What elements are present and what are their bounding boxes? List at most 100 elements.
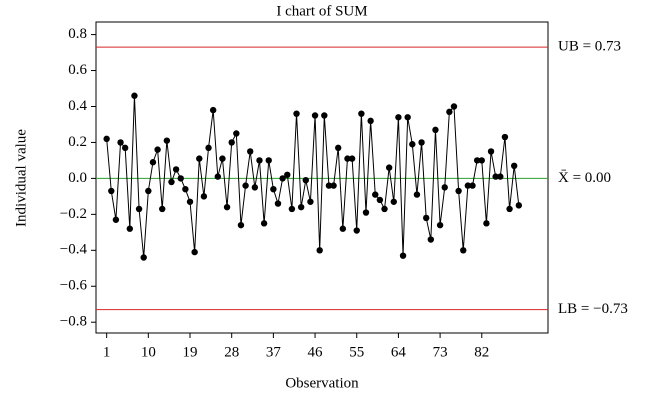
series-line — [106, 95, 520, 258]
data-point — [446, 108, 453, 116]
y-tick-label: 0.4 — [68, 98, 87, 114]
data-point — [182, 185, 189, 193]
data-point — [293, 110, 300, 117]
data-point — [126, 225, 134, 232]
data-point — [497, 173, 504, 180]
data-point — [339, 225, 347, 232]
data-point — [441, 184, 448, 191]
data-point — [247, 148, 254, 155]
data-point — [432, 126, 439, 134]
data-point — [344, 155, 351, 162]
data-point — [395, 114, 402, 121]
x-tick-label: 1 — [103, 344, 111, 360]
data-point — [159, 205, 166, 213]
x-tick-label: 46 — [308, 344, 324, 360]
data-point — [103, 135, 110, 143]
data-point — [172, 166, 180, 173]
data-point — [478, 157, 485, 164]
data-point — [209, 106, 217, 114]
data-point — [325, 182, 333, 189]
x-tick-label: 10 — [141, 344, 156, 360]
data-point — [307, 198, 314, 205]
data-point — [191, 248, 198, 256]
x-tick-label: 19 — [183, 344, 198, 360]
y-tick-label: −0.8 — [60, 314, 87, 330]
data-point — [510, 162, 518, 170]
data-point — [316, 247, 323, 254]
data-point — [376, 196, 384, 204]
data-point — [242, 182, 249, 189]
data-point — [385, 164, 393, 171]
data-point — [362, 209, 370, 216]
y-tick-label: −0.4 — [60, 242, 88, 258]
data-point — [372, 191, 379, 198]
y-tick-label: 0.6 — [68, 62, 87, 78]
data-point — [135, 205, 143, 213]
y-axis-label: Individual value — [13, 129, 29, 227]
data-point — [492, 173, 499, 180]
data-point — [186, 198, 194, 205]
data-point — [311, 112, 319, 119]
plot-frame — [95, 21, 549, 334]
data-point — [265, 157, 272, 164]
data-point — [302, 176, 309, 184]
reference-label: LB = −0.73 — [558, 301, 628, 317]
x-tick-label: 37 — [266, 344, 282, 360]
x-tick-label: 55 — [349, 344, 364, 360]
data-point — [223, 203, 231, 211]
x-tick-label: 64 — [391, 344, 407, 360]
data-point — [413, 191, 421, 198]
data-point — [145, 187, 152, 195]
y-tick-label: 0.0 — [68, 170, 87, 186]
data-point — [233, 130, 240, 137]
data-point — [279, 175, 286, 182]
data-point — [381, 205, 388, 213]
data-point — [473, 157, 481, 164]
data-point — [168, 178, 175, 186]
x-tick-label: 82 — [474, 344, 489, 360]
data-point — [200, 193, 208, 200]
data-point — [112, 216, 120, 223]
data-point — [335, 144, 342, 152]
data-point — [237, 221, 245, 229]
data-point — [140, 254, 147, 261]
data-point — [214, 173, 221, 180]
data-point — [121, 144, 129, 152]
data-point — [358, 110, 365, 117]
data-point — [464, 182, 472, 189]
data-point — [321, 112, 328, 119]
data-point — [260, 220, 268, 227]
data-point — [270, 185, 277, 193]
data-point — [409, 141, 416, 148]
data-point — [450, 103, 458, 110]
reference-label: X̄ = 0.00 — [558, 170, 611, 186]
data-point — [506, 205, 513, 213]
data-point — [427, 236, 435, 243]
y-tick-label: −0.6 — [60, 278, 88, 294]
data-point — [196, 155, 203, 162]
data-point — [330, 182, 337, 189]
data-point — [436, 221, 444, 229]
data-point — [288, 205, 296, 213]
data-point — [108, 187, 115, 195]
data-point — [205, 144, 212, 152]
data-point — [418, 139, 425, 146]
data-point — [483, 220, 490, 227]
data-point — [460, 247, 467, 254]
data-point — [149, 159, 157, 166]
chart-title: I chart of SUM — [276, 3, 367, 19]
data-point — [390, 198, 397, 205]
data-point — [256, 157, 263, 164]
data-point — [353, 227, 360, 234]
data-point — [228, 139, 235, 146]
data-point — [117, 139, 124, 146]
data-point — [455, 187, 462, 195]
data-point — [284, 171, 291, 179]
reference-label: UB = 0.73 — [558, 39, 621, 55]
data-point — [423, 214, 430, 222]
data-point — [367, 117, 374, 125]
data-point — [348, 155, 356, 162]
data-point — [177, 175, 184, 182]
